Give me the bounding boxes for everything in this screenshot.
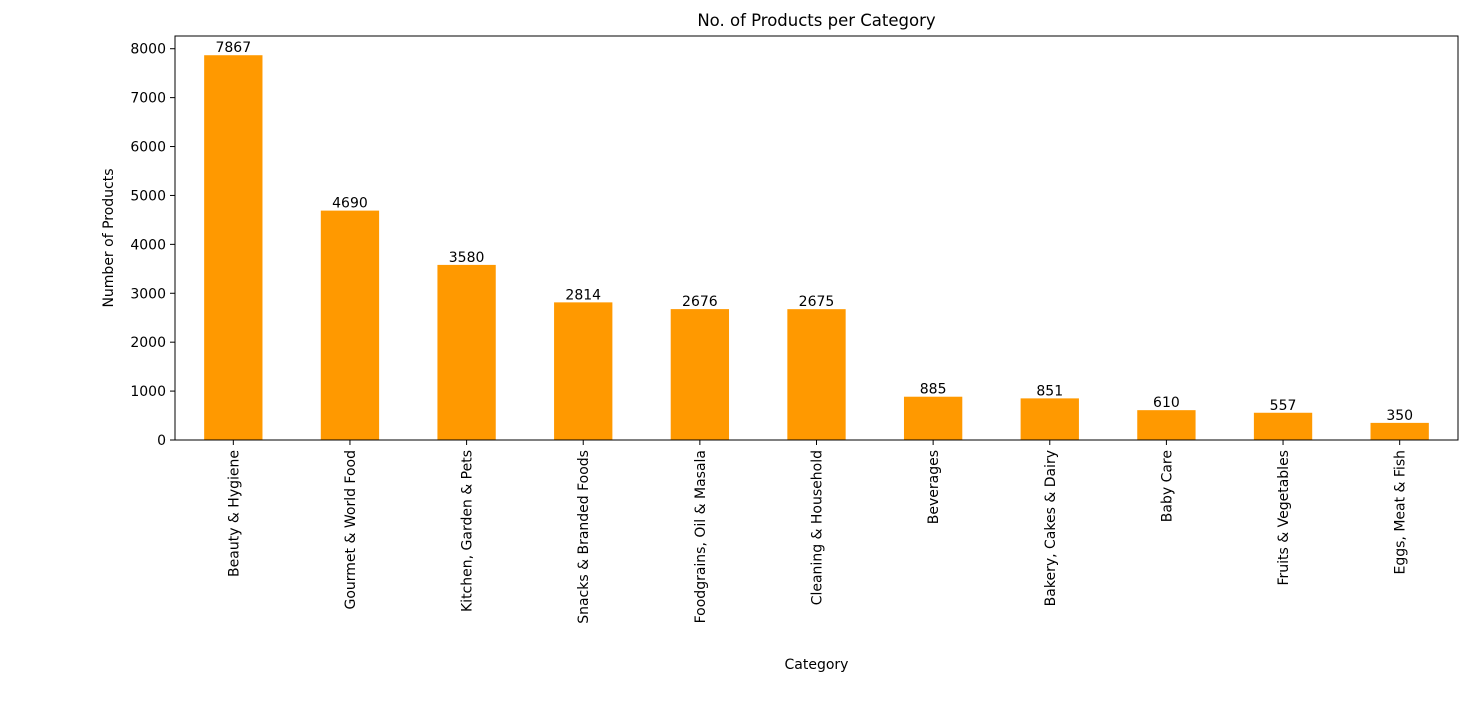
bar-10: [1370, 422, 1429, 440]
bar-1: [320, 210, 380, 440]
y-tick-label-7: 7000: [130, 91, 166, 107]
bar-value-label-2: 3580: [449, 250, 485, 266]
x-axis: Beauty & Hygiene Gourmet & World Food Kitc…: [226, 440, 1409, 624]
bar-value-label-3: 2814: [565, 287, 601, 303]
bar-5: [787, 309, 846, 440]
y-axis-label: Number of Products: [101, 168, 117, 307]
bar-value-label-4: 2676: [682, 294, 718, 310]
x-tick-label-8: Baby Care: [1159, 450, 1175, 522]
bar-value-label-9: 557: [1270, 398, 1297, 414]
x-tick-label-4: Foodgrains, Oil & Masala: [693, 450, 709, 623]
x-tick-label-5: Cleaning & Household: [810, 450, 826, 605]
y-tick-label-8: 8000: [130, 42, 166, 58]
x-tick-label-7: Bakery, Cakes & Dairy: [1043, 450, 1059, 606]
x-axis-label: Category: [785, 657, 849, 673]
bar-value-label-8: 610: [1153, 395, 1180, 411]
y-tick-label-3: 3000: [130, 286, 166, 302]
y-tick-label-6: 6000: [130, 140, 166, 156]
x-tick-label-9: Fruits & Vegetables: [1276, 450, 1292, 586]
x-tick-label-10: Eggs, Meat & Fish: [1393, 450, 1409, 574]
x-tick-label-6: Beverages: [926, 450, 942, 524]
bars-layer: [204, 55, 1429, 440]
bar-9: [1253, 412, 1313, 440]
bar-value-label-1: 4690: [332, 196, 368, 212]
bar-value-label-0: 7867: [215, 40, 251, 56]
y-axis: 0 1000 2000 3000 4000 5000 6000 7000 8000: [130, 42, 175, 449]
y-tick-label-1: 1000: [130, 384, 166, 400]
y-tick-label-2: 2000: [130, 335, 166, 351]
y-tick-label-0: 0: [157, 433, 166, 449]
chart-title: No. of Products per Category: [697, 11, 936, 30]
bar-4: [670, 309, 730, 440]
bar-value-label-6: 885: [920, 382, 947, 398]
bar-8: [1137, 410, 1196, 440]
x-tick-label-3: Snacks & Branded Foods: [576, 450, 592, 624]
bar-7: [1020, 398, 1079, 440]
y-tick-label-5: 5000: [130, 188, 166, 204]
bar-3: [554, 302, 613, 440]
bar-0: [204, 55, 263, 440]
bar-value-label-7: 851: [1036, 383, 1063, 399]
x-tick-label-0: Beauty & Hygiene: [226, 450, 242, 577]
y-tick-label-4: 4000: [130, 237, 166, 253]
x-tick-label-2: Kitchen, Garden & Pets: [460, 450, 476, 612]
bar-labels-layer: 7867 4690 3580 2814 2676 2675 885 851 610 557 350: [215, 40, 1413, 424]
bar-6: [903, 396, 963, 440]
bar-2: [437, 264, 496, 440]
bar-value-label-5: 2675: [799, 294, 835, 310]
x-tick-label-1: Gourmet & World Food: [343, 450, 359, 609]
bar-value-label-10: 350: [1386, 408, 1413, 424]
